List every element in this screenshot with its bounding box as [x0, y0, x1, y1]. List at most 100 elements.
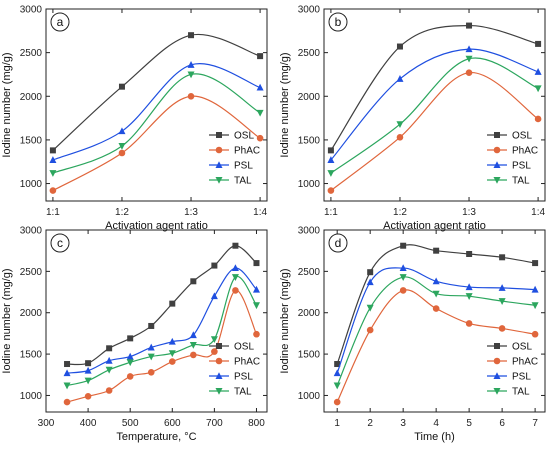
y-tick-label: 2500: [298, 267, 321, 278]
data-point: [189, 341, 197, 349]
legend-marker: [494, 132, 500, 138]
legend-marker: [215, 146, 223, 154]
x-tick-label: 1:1: [46, 207, 60, 218]
data-point: [256, 83, 264, 91]
data-point: [63, 369, 71, 377]
legend-marker: [493, 372, 501, 379]
data-point: [126, 352, 134, 360]
y-axis-label: Iodine number (mg/g): [279, 268, 291, 373]
x-tick-label: 800: [248, 418, 265, 429]
x-tick-label: 7: [532, 418, 538, 429]
series-line: [52, 62, 261, 161]
data-point: [535, 40, 542, 47]
data-point: [148, 322, 155, 329]
panel-label: c: [57, 236, 63, 250]
data-point: [210, 292, 218, 300]
legend-label: OSL: [234, 131, 254, 142]
data-point: [399, 287, 407, 294]
legend-label: PSL: [234, 161, 253, 172]
data-point: [333, 382, 341, 390]
data-point: [168, 337, 176, 345]
legend: OSL PhAC PSL TAL: [209, 131, 260, 187]
data-point: [118, 127, 126, 135]
data-point: [187, 71, 195, 79]
panel-label-circle: [50, 233, 70, 253]
legend-label: OSL: [512, 342, 532, 353]
data-point: [256, 134, 264, 142]
y-tick-label: 3000: [298, 5, 321, 16]
series-line: [52, 95, 261, 192]
data-point: [49, 187, 57, 194]
data-point: [498, 325, 506, 332]
data-point: [252, 302, 260, 310]
series-tal: [63, 274, 260, 390]
legend: OSL PhAC PSL TAL: [209, 342, 260, 398]
data-point: [126, 373, 134, 380]
legend-label: OSL: [234, 342, 254, 353]
data-point: [127, 335, 134, 342]
data-point: [85, 360, 92, 367]
data-point: [49, 156, 57, 163]
y-tick-label: 2500: [20, 267, 43, 278]
data-point: [531, 330, 539, 338]
data-point: [252, 285, 260, 293]
data-point: [498, 284, 506, 291]
data-point: [466, 22, 473, 29]
legend-label: TAL: [234, 176, 252, 187]
y-tick-label: 1000: [20, 179, 43, 190]
data-point: [433, 247, 440, 254]
series-tal: [49, 71, 264, 177]
x-axis-label: Activation agent ratio: [383, 220, 486, 232]
data-point: [498, 298, 506, 305]
legend-label: PhAC: [234, 357, 260, 368]
chart-panel-b: 1000 1500 2000 2500 3000 1:1 1:2 1:3 1:4 Activati…: [279, 5, 546, 232]
data-point: [327, 170, 335, 177]
panel-label: b: [335, 15, 342, 29]
legend-label: PhAC: [512, 146, 538, 157]
data-point: [465, 293, 473, 300]
plot-frame: [323, 229, 546, 413]
panel-label-circle: [50, 12, 70, 32]
data-point: [534, 115, 542, 123]
data-point: [366, 278, 374, 286]
panel-label-circle: [328, 233, 348, 253]
data-point: [84, 377, 92, 385]
chart-panel-d: 1000 1500 2000 2500 3000 1 2 3 4 5 6 7 Time (h) Iodin…: [279, 226, 546, 443]
data-point: [169, 300, 176, 307]
data-point: [465, 55, 473, 63]
x-tick-label: 1: [334, 418, 340, 429]
data-point: [253, 260, 260, 267]
y-tick-label: 2500: [20, 48, 43, 59]
data-point: [396, 133, 404, 141]
series-line: [66, 267, 257, 374]
data-point: [327, 156, 335, 163]
series-line: [66, 275, 257, 387]
x-tick-label: 1:2: [115, 207, 129, 218]
series-phac: [63, 287, 260, 406]
data-point: [432, 305, 440, 312]
data-point: [396, 121, 404, 128]
legend-marker: [215, 177, 223, 184]
data-point: [466, 250, 473, 257]
data-point: [366, 304, 374, 312]
data-point: [190, 278, 197, 285]
series-phac: [327, 69, 542, 194]
data-point: [334, 361, 341, 368]
legend-label: PSL: [512, 372, 531, 383]
data-point: [253, 330, 260, 338]
legend: OSL PhAC PSL TAL: [487, 342, 538, 398]
data-point: [188, 32, 195, 39]
data-point: [187, 61, 195, 68]
series-osl: [327, 22, 542, 154]
data-point: [499, 254, 506, 261]
y-axis-label: Iodine number (mg/g): [1, 52, 13, 157]
data-point: [105, 356, 113, 364]
y-tick-label: 2000: [298, 308, 321, 319]
data-point: [367, 269, 374, 276]
data-point: [465, 45, 473, 53]
series-tal: [327, 55, 542, 177]
data-point: [168, 358, 176, 365]
x-tick-label: 2: [367, 418, 373, 429]
y-tick-label: 2000: [298, 92, 321, 103]
